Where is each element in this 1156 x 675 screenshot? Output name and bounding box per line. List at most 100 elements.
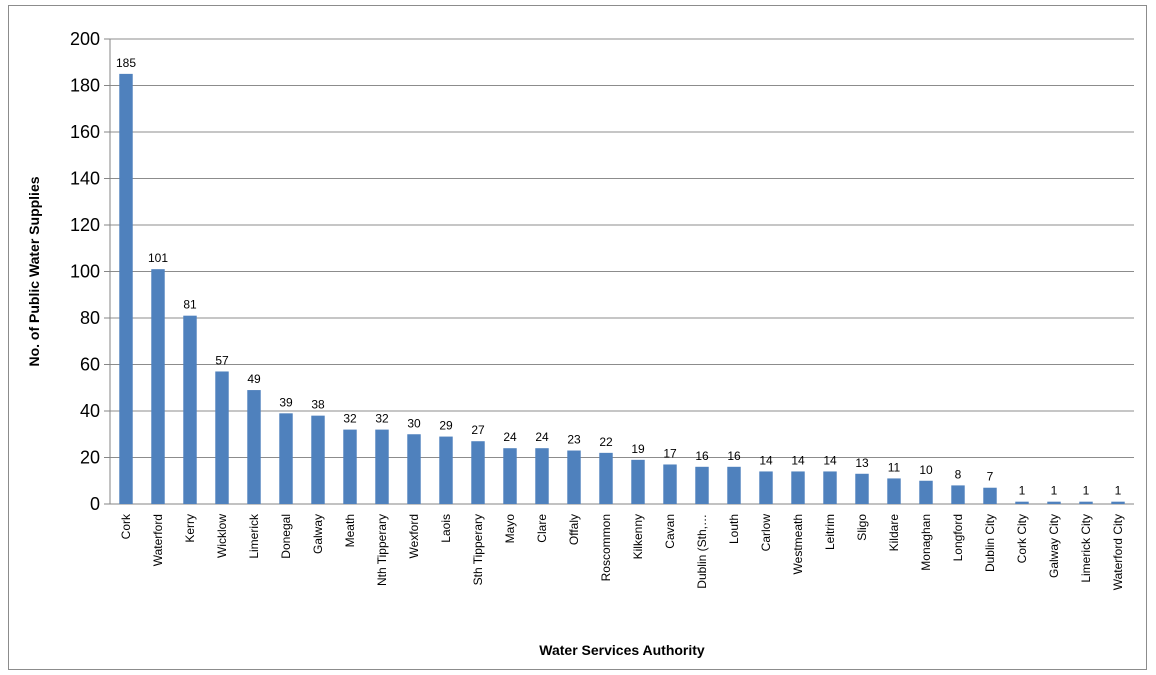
bar (983, 487, 997, 504)
bar (663, 464, 677, 504)
bar (183, 315, 197, 504)
category-label: Cork City (1015, 514, 1029, 563)
category-label: Limerick City (1079, 514, 1093, 583)
category-label: Meath (343, 514, 357, 547)
y-tick-label: 180 (70, 76, 100, 96)
category-label: Carlow (759, 514, 773, 552)
bar (439, 436, 453, 504)
category-label: Sth Tipperary (471, 514, 485, 585)
bar (215, 371, 229, 504)
bar (1047, 501, 1061, 504)
y-tick-label: 120 (70, 215, 100, 235)
bar (1015, 501, 1029, 504)
bar (791, 471, 805, 504)
data-label: 1 (1083, 484, 1090, 498)
data-label: 14 (759, 453, 773, 467)
data-label: 24 (535, 430, 549, 444)
data-label: 14 (823, 453, 837, 467)
bar (1079, 501, 1093, 504)
chart-frame (8, 5, 1147, 670)
bars (119, 73, 1125, 504)
y-tick-label: 100 (70, 262, 100, 282)
category-label: Nth Tipperary (375, 514, 389, 586)
category-label: Laois (439, 514, 453, 543)
data-label: 11 (888, 460, 901, 474)
data-label: 1 (1051, 484, 1058, 498)
bar (407, 434, 421, 504)
category-label: Donegal (279, 514, 293, 559)
data-label: 49 (247, 372, 261, 386)
bar (1111, 501, 1125, 504)
bar (695, 466, 709, 504)
data-label: 19 (631, 442, 645, 456)
category-label: Galway (311, 514, 325, 554)
data-label: 7 (987, 470, 994, 484)
gridlines (109, 38, 1134, 505)
data-label: 14 (791, 453, 805, 467)
category-label: Louth (727, 514, 741, 544)
y-tick-label: 80 (80, 308, 100, 328)
data-label: 38 (311, 398, 325, 412)
bar (279, 413, 293, 504)
data-label: 17 (663, 446, 677, 460)
bar (535, 448, 549, 504)
data-label: 39 (279, 395, 293, 409)
data-label: 16 (695, 449, 709, 463)
category-label: Clare (535, 514, 549, 543)
bar (823, 471, 837, 504)
data-label: 32 (375, 412, 389, 426)
data-label: 22 (599, 435, 613, 449)
bar (471, 441, 485, 504)
bar (951, 485, 965, 504)
y-tick-label: 160 (70, 122, 100, 142)
data-label: 29 (439, 419, 453, 433)
bar (567, 450, 581, 504)
category-label: Limerick (247, 513, 261, 559)
data-label: 13 (855, 456, 869, 470)
y-axis-ticks: 0 20 40 60 80 100 120 140 160 180 200 (70, 29, 110, 514)
category-label: Longford (951, 514, 965, 561)
data-label: 16 (727, 449, 741, 463)
y-axis-title: No. of Public Water Supplies (26, 176, 42, 366)
category-label: Offaly (567, 514, 581, 545)
bar (375, 429, 389, 504)
category-label: Galway City (1047, 514, 1061, 578)
y-tick-label: 40 (80, 401, 100, 421)
bar (151, 269, 165, 504)
category-label: Kildare (887, 514, 901, 552)
category-label: Kilkenny (631, 514, 645, 559)
bar (855, 473, 869, 504)
bar (919, 480, 933, 504)
bar (599, 452, 613, 504)
category-label: Roscommon (599, 514, 613, 581)
bar (119, 73, 133, 504)
category-label: Leitrim (823, 514, 837, 550)
bar (887, 478, 901, 504)
data-label: 27 (471, 423, 485, 437)
x-axis-categories: Cork Waterford Kerry Wicklow Limerick Donegal… (119, 513, 1125, 590)
data-label: 1 (1019, 484, 1026, 498)
bar (503, 448, 517, 504)
y-tick-label: 200 (70, 29, 100, 49)
data-label: 23 (567, 433, 581, 447)
category-label: Waterford City (1111, 514, 1125, 590)
category-label: Monaghan (919, 514, 933, 571)
category-label: Wexford (407, 514, 421, 558)
data-label: 32 (343, 412, 357, 426)
y-tick-label: 0 (90, 494, 100, 514)
y-tick-label: 140 (70, 169, 100, 189)
category-label: Dublin (Sth,… (695, 514, 709, 589)
category-label: Cavan (663, 514, 677, 549)
data-label: 24 (503, 430, 517, 444)
category-label: Sligo (855, 514, 869, 541)
data-label: 185 (116, 56, 136, 70)
x-axis-title: Water Services Authority (539, 642, 705, 658)
bar (311, 415, 325, 504)
bar (759, 471, 773, 504)
category-label: Mayo (503, 514, 517, 544)
data-label: 57 (215, 353, 229, 367)
data-label: 101 (148, 251, 168, 265)
y-tick-label: 20 (80, 448, 100, 468)
